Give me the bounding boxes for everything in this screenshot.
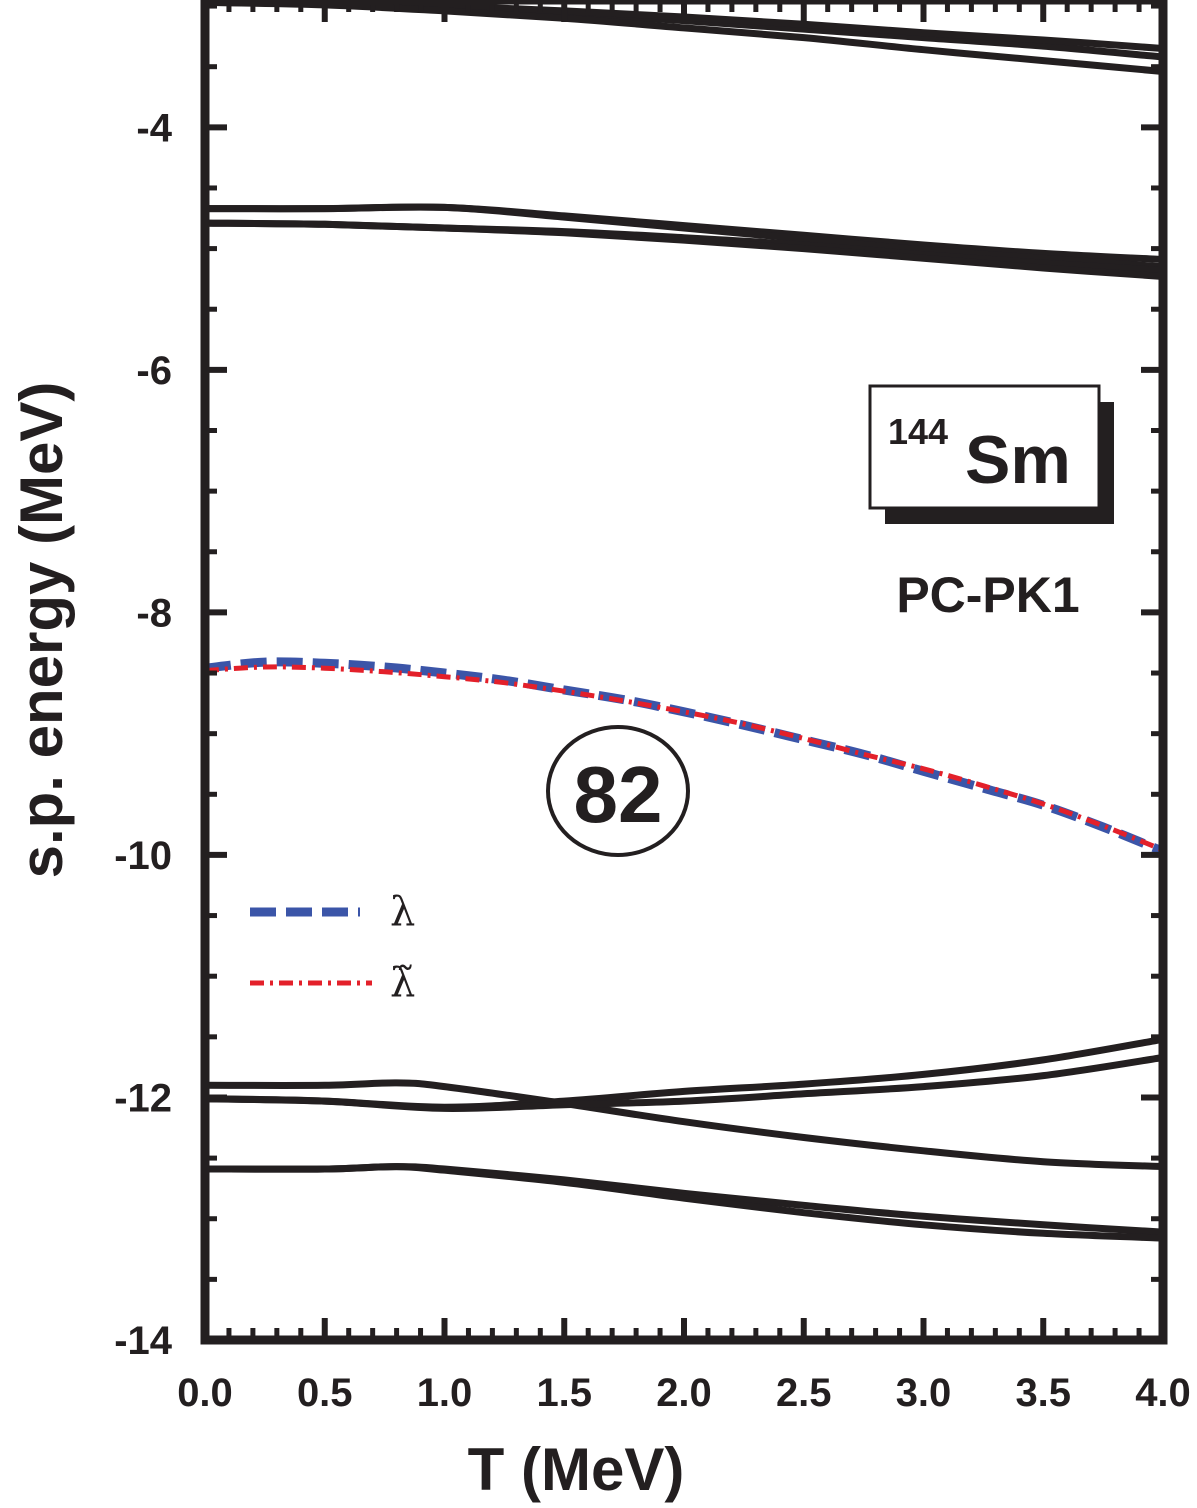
ticks-layer: [202, 0, 1166, 1343]
plot-frame: [200, 0, 1168, 1345]
x-tick-label: 3.0: [896, 1371, 952, 1415]
legend-lambda-label: λ: [390, 889, 415, 935]
y-tick-label: -12: [114, 1076, 172, 1120]
series-line-5: [205, 203, 1163, 263]
tick-labels-layer: 0.0 0.5 1.0 1.5 2.0 2.5 3.0 3.5 4.0 -4 -6 -8 -10 -12 -…: [114, 106, 1191, 1415]
shell-gap-ellipse: [546, 725, 690, 857]
series-line-10: [205, 1035, 1163, 1111]
model-label: PC-PK1: [896, 567, 1079, 623]
y-tick-label: -10: [114, 834, 172, 878]
nucleus-box: [868, 384, 1101, 510]
y-tick-label: -6: [136, 349, 172, 393]
y-axis-title: s.p. energy (MeV): [8, 382, 75, 879]
y-tick-label: -14: [114, 1319, 173, 1363]
series-line-4: [205, 0, 1163, 75]
series-line-1: [205, 664, 1163, 853]
series-line-13: [205, 1163, 1163, 1242]
series-line-6: [205, 203, 1163, 271]
y-tick-label: -8: [136, 591, 172, 635]
series-line-8: [205, 219, 1163, 280]
series-line-9: [205, 1079, 1163, 1171]
nucleus-mass-number: 144: [888, 411, 948, 452]
legend-lambda-tilde-label: λ̃: [390, 960, 415, 1006]
shell-gap-label: 82: [574, 750, 663, 839]
x-tick-label: 4.0: [1135, 1371, 1191, 1415]
nucleus-symbol: Sm: [965, 422, 1071, 498]
legend: λ λ̃: [250, 889, 415, 1006]
nucleus-label-box: 144 Sm: [868, 384, 1114, 524]
series-line-11: [205, 1053, 1163, 1112]
x-axis-title: T (MeV): [468, 1436, 685, 1503]
series-line-0: [205, 657, 1163, 856]
x-tick-label: 2.0: [656, 1371, 712, 1415]
x-tick-label: 2.5: [776, 1371, 832, 1415]
x-tick-label: 3.5: [1015, 1371, 1071, 1415]
x-tick-label: 0.5: [297, 1371, 353, 1415]
x-tick-label: 1.5: [536, 1371, 592, 1415]
x-tick-label: 1.0: [417, 1371, 473, 1415]
y-tick-label: -4: [136, 106, 172, 150]
x-tick-label: 0.0: [177, 1371, 233, 1415]
